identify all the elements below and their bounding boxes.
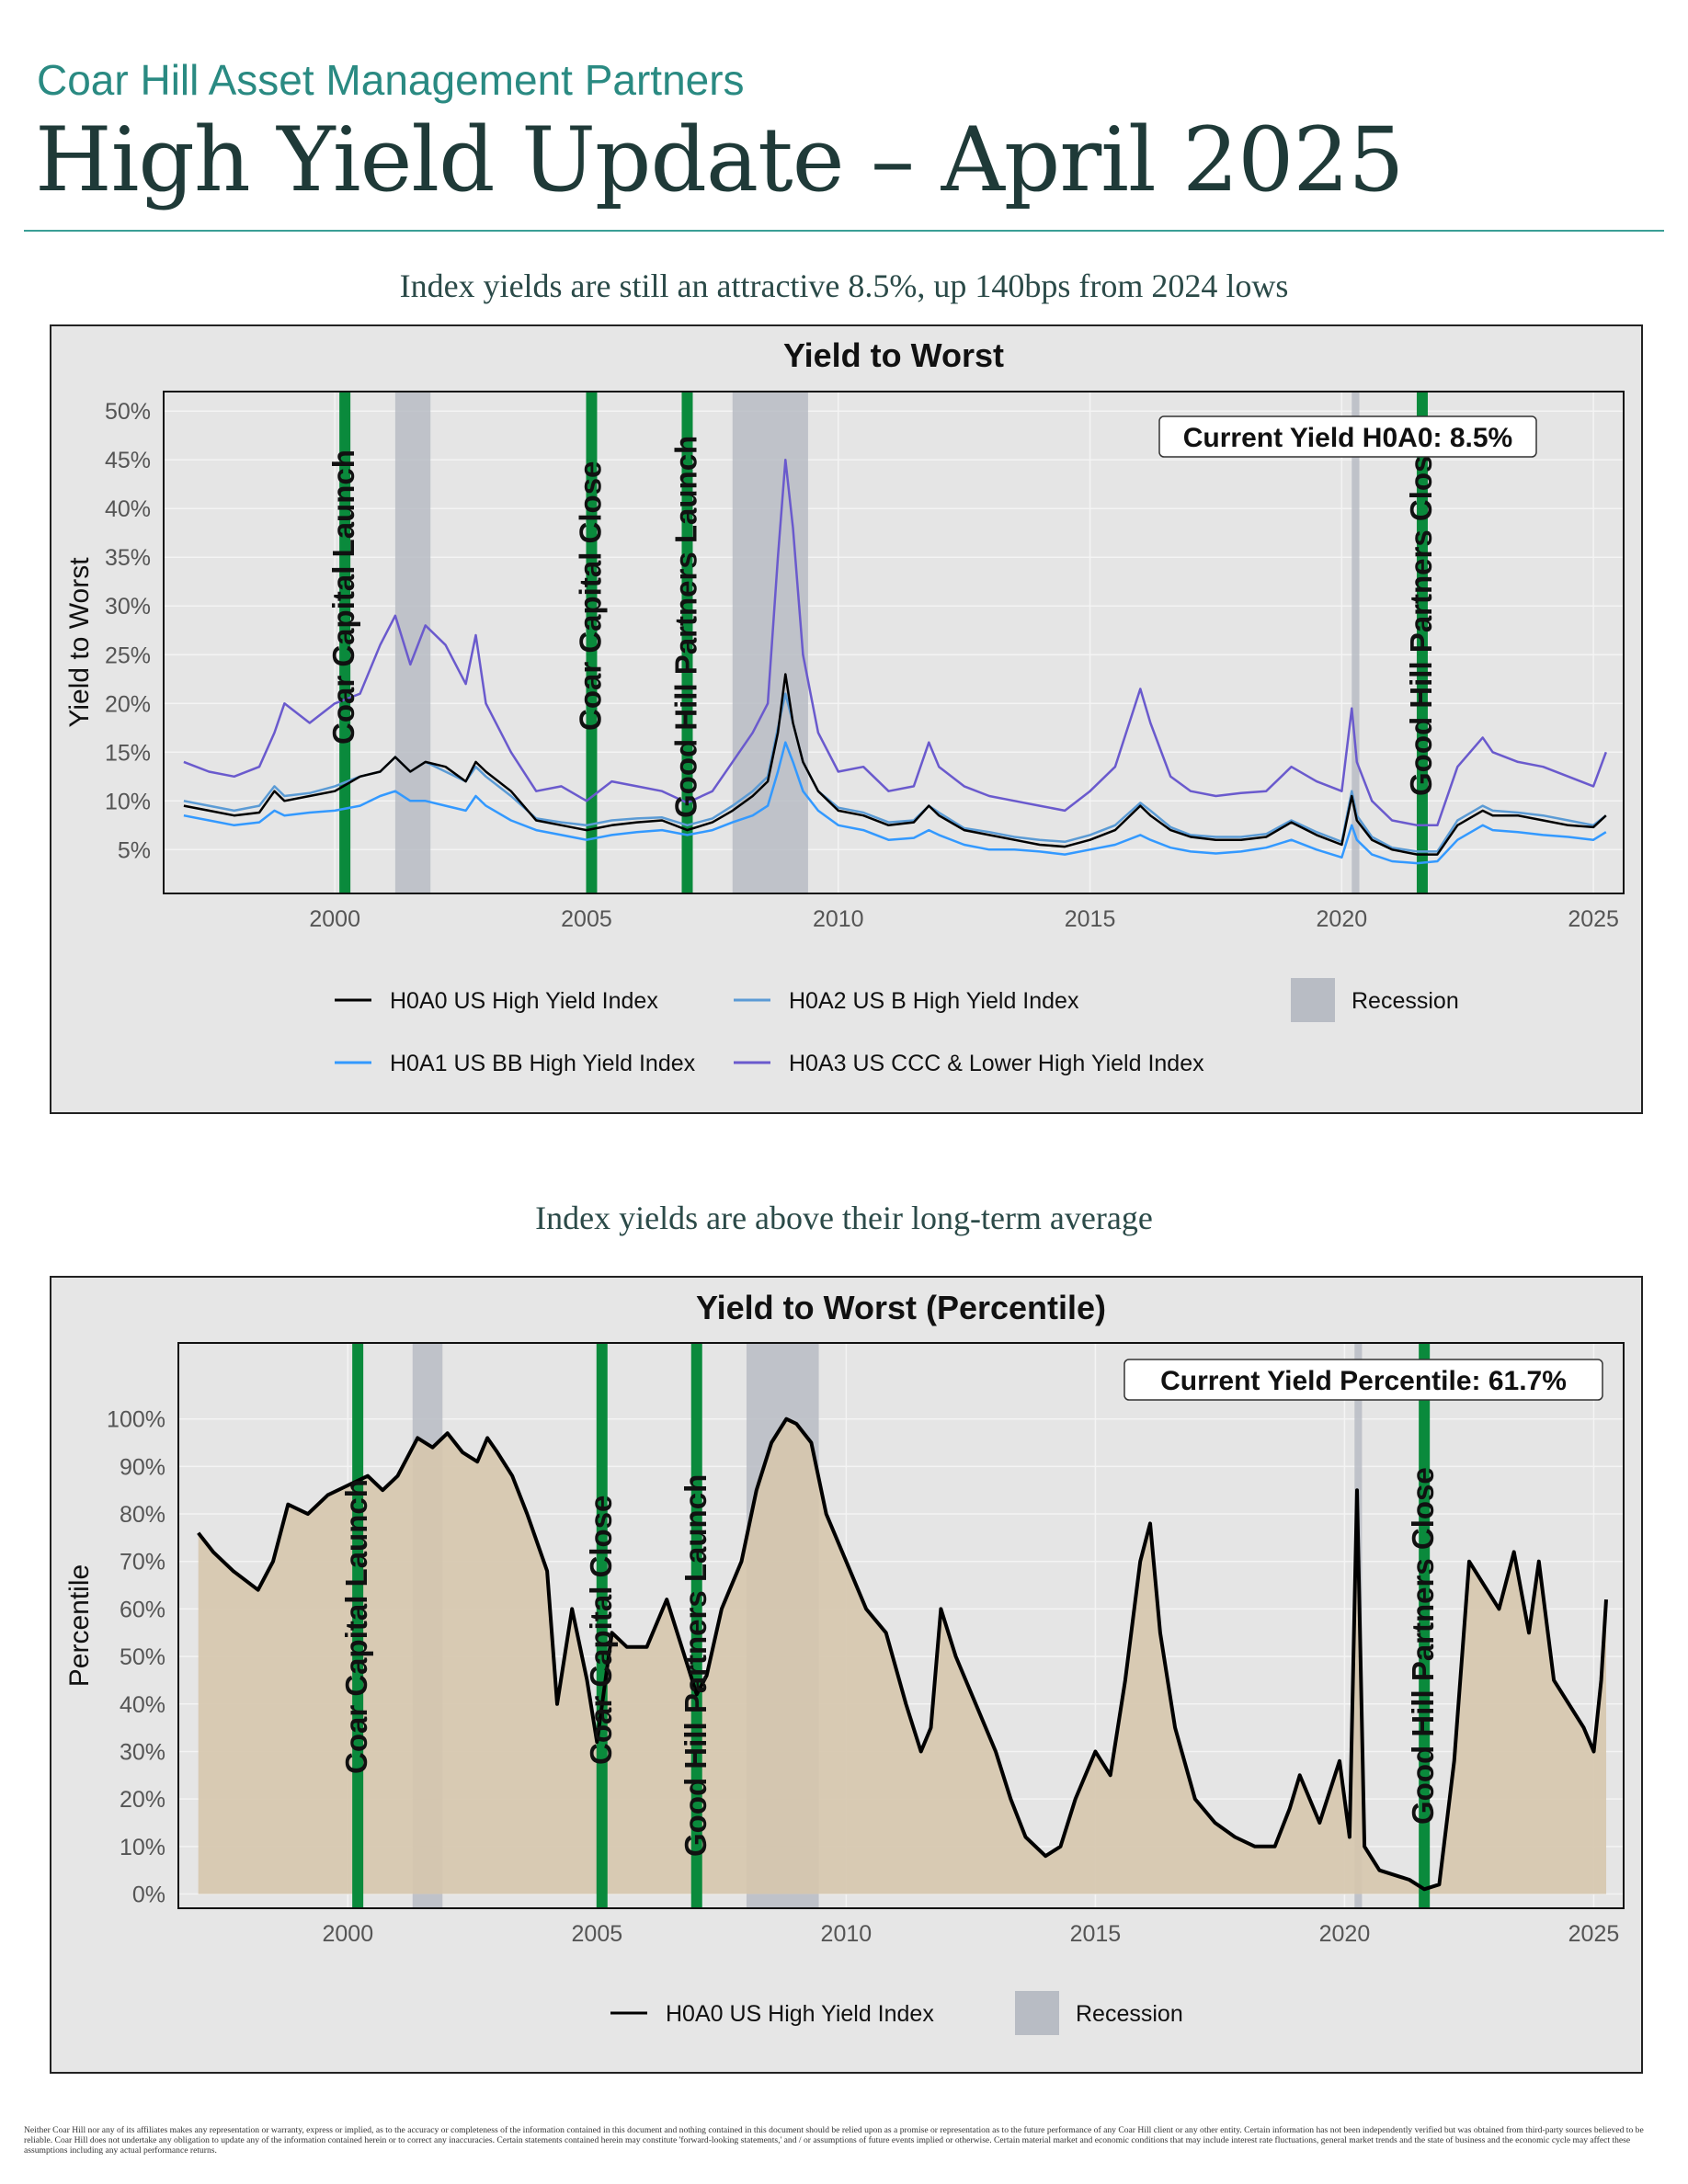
percentile-svg: Yield to Worst (Percentile) Coar Capital … xyxy=(64,1289,1625,2035)
x-tick-label: 2020 xyxy=(1319,1921,1371,1947)
legend-label: H0A2 US B High Yield Index xyxy=(789,988,1079,1014)
y-tick-label: 70% xyxy=(120,1550,165,1575)
y-tick-label: 0% xyxy=(132,1882,165,1907)
y-tick-label: 5% xyxy=(118,837,151,863)
legend-label: H0A0 US High Yield Index xyxy=(390,988,658,1014)
series-line-h0a0 xyxy=(183,673,1607,856)
disclaimer: Neither Coar Hill nor any of its affilia… xyxy=(24,2125,1644,2156)
event-label: Good Hill Partners Close xyxy=(1404,438,1438,796)
event-line xyxy=(339,392,351,893)
event-label: Good Hill Partners Launch xyxy=(679,1474,713,1857)
y-tick-label: 15% xyxy=(105,740,151,766)
legend-label: H0A0 US High Yield Index xyxy=(666,2001,934,2027)
recession-band xyxy=(732,392,808,893)
annotation-box xyxy=(1123,1359,1603,1401)
event-line xyxy=(596,1343,608,1908)
y-tick-label: 100% xyxy=(107,1407,165,1433)
y-axis-label: Yield to Worst xyxy=(64,557,95,728)
y-tick-label: 50% xyxy=(105,399,151,425)
y-axis-label: Percentile xyxy=(64,1564,95,1687)
firm-name: Coar Hill Asset Management Partners xyxy=(37,56,745,104)
x-tick-label: 2005 xyxy=(572,1921,623,1947)
x-tick-label: 2015 xyxy=(1070,1921,1122,1947)
event-label: Good Hill Partners Launch xyxy=(668,436,702,818)
event-line xyxy=(1416,392,1428,893)
event-label: Coar Capital Launch xyxy=(326,449,360,745)
recession-band xyxy=(394,392,431,893)
event-line xyxy=(586,392,598,893)
x-tick-label: 2025 xyxy=(1568,906,1619,932)
chart-title: Yield to Worst (Percentile) xyxy=(696,1289,1106,1326)
y-tick-label: 40% xyxy=(105,496,151,522)
legend-label: H0A3 US CCC & Lower High Yield Index xyxy=(789,1051,1204,1076)
yield-to-worst-chart: Yield to Worst Coar Capital Launch Coar Ca… xyxy=(50,324,1643,1114)
x-tick-label: 2020 xyxy=(1317,906,1368,932)
y-tick-label: 40% xyxy=(120,1692,165,1718)
y-tick-label: 10% xyxy=(105,789,151,814)
percentile-area-fill xyxy=(198,1418,1607,1894)
x-tick-label: 2000 xyxy=(322,1921,373,1947)
plot-border xyxy=(163,391,1625,894)
x-tick-label: 2015 xyxy=(1065,906,1116,932)
y-tick-label: 20% xyxy=(105,691,151,717)
title-divider xyxy=(24,230,1664,232)
y-tick-label: 20% xyxy=(120,1787,165,1813)
x-tick-label: 2000 xyxy=(309,906,360,932)
event-line xyxy=(690,1343,702,1908)
y-tick-label: 60% xyxy=(120,1597,165,1622)
annotation-box xyxy=(1158,415,1537,458)
legend-label: Recession xyxy=(1076,2001,1183,2027)
y-tick-label: 25% xyxy=(105,643,151,668)
y-tick-label: 90% xyxy=(120,1454,165,1480)
legend-swatch-recession xyxy=(1015,1991,1059,2035)
event-line xyxy=(352,1343,364,1908)
y-tick-label: 45% xyxy=(105,448,151,473)
y-tick-label: 30% xyxy=(120,1739,165,1765)
y-tick-label: 50% xyxy=(120,1644,165,1670)
chart-title: Yield to Worst xyxy=(783,336,1004,374)
x-tick-label: 2010 xyxy=(821,1921,873,1947)
legend-label: Recession xyxy=(1352,988,1459,1014)
legend-swatch-recession xyxy=(1291,978,1335,1022)
x-tick-label: 2005 xyxy=(561,906,612,932)
chart2-subtitle: Index yields are above their long-term a… xyxy=(535,1200,1153,1236)
series-line-h0a1 xyxy=(183,741,1607,865)
series-line-h0a0 xyxy=(197,1416,1608,1892)
percentile-chart: Yield to Worst (Percentile) Coar Capital … xyxy=(50,1276,1643,2074)
current-value-annotation: Current Yield H0A0: 8.5% xyxy=(1183,423,1512,453)
series-line-h0a3 xyxy=(183,458,1607,827)
y-tick-label: 80% xyxy=(120,1502,165,1528)
event-line xyxy=(1419,1343,1431,1908)
y-tick-label: 35% xyxy=(105,545,151,571)
x-tick-label: 2025 xyxy=(1568,1921,1620,1947)
event-line xyxy=(681,392,693,893)
y-tick-label: 10% xyxy=(120,1835,165,1860)
plot-border xyxy=(177,1342,1625,1909)
event-label: Coar Capital Close xyxy=(573,461,607,731)
event-label: Good Hill Partners Close xyxy=(1406,1467,1440,1825)
yield-to-worst-svg: Yield to Worst Coar Capital Launch Coar Ca… xyxy=(64,336,1625,1076)
y-tick-label: 30% xyxy=(105,594,151,620)
current-value-annotation: Current Yield Percentile: 61.7% xyxy=(1160,1366,1567,1396)
recession-band xyxy=(1352,392,1360,893)
chart1-subtitle: Index yields are still an attractive 8.5… xyxy=(399,267,1289,304)
page-title: High Yield Update – April 2025 xyxy=(35,108,1404,211)
event-label: Coar Capital Launch xyxy=(339,1479,373,1774)
x-tick-label: 2010 xyxy=(813,906,864,932)
event-label: Coar Capital Close xyxy=(584,1496,618,1765)
legend-label: H0A1 US BB High Yield Index xyxy=(390,1051,696,1076)
